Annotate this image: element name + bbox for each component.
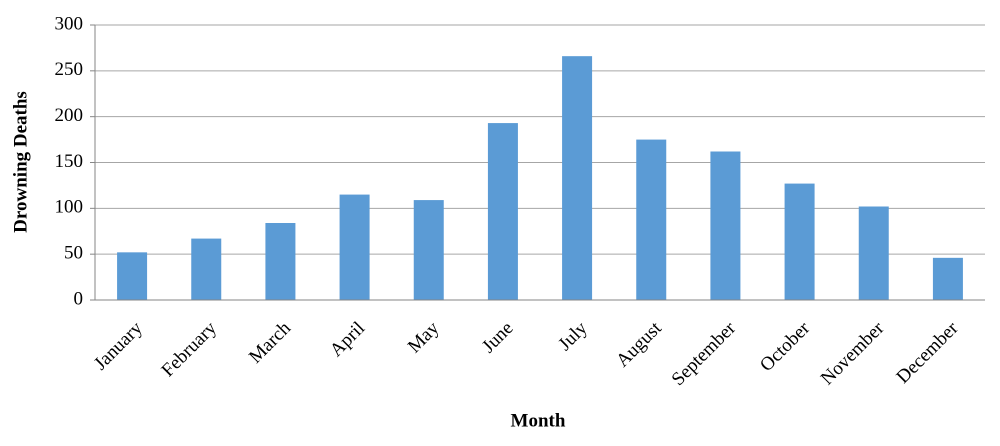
bar bbox=[487, 123, 518, 300]
x-tick-label: July bbox=[554, 317, 592, 355]
bar bbox=[562, 56, 593, 300]
bar bbox=[117, 252, 148, 300]
bar bbox=[191, 238, 222, 300]
bar bbox=[784, 183, 815, 300]
y-tick-label: 50 bbox=[64, 243, 83, 264]
y-tick-label: 0 bbox=[74, 288, 84, 309]
y-tick-label: 100 bbox=[55, 197, 84, 218]
x-tick-label: June bbox=[478, 318, 517, 357]
bar bbox=[710, 151, 741, 300]
x-tick-label: March bbox=[245, 317, 295, 367]
x-tick-label: September bbox=[668, 317, 741, 390]
bar bbox=[858, 206, 889, 300]
x-tick-label: May bbox=[404, 317, 444, 357]
y-tick-label: 250 bbox=[55, 59, 84, 80]
y-tick-label: 200 bbox=[55, 105, 84, 126]
bar bbox=[636, 139, 667, 300]
bar bbox=[932, 257, 963, 300]
bar bbox=[339, 194, 370, 300]
y-tick-label: 300 bbox=[55, 13, 84, 34]
y-tick-label: 150 bbox=[55, 151, 84, 172]
bar bbox=[413, 200, 444, 300]
x-axis-title: Month bbox=[511, 410, 566, 431]
x-tick-label: February bbox=[158, 317, 222, 381]
x-tick-label: January bbox=[90, 317, 147, 374]
x-tick-label: October bbox=[756, 317, 815, 376]
x-tick-label: April bbox=[326, 318, 369, 361]
y-axis-title: Drowning Deaths bbox=[10, 91, 31, 233]
x-tick-label: November bbox=[817, 317, 889, 389]
x-tick-label: August bbox=[612, 317, 666, 371]
bar bbox=[265, 223, 296, 300]
x-tick-label: December bbox=[892, 317, 963, 388]
